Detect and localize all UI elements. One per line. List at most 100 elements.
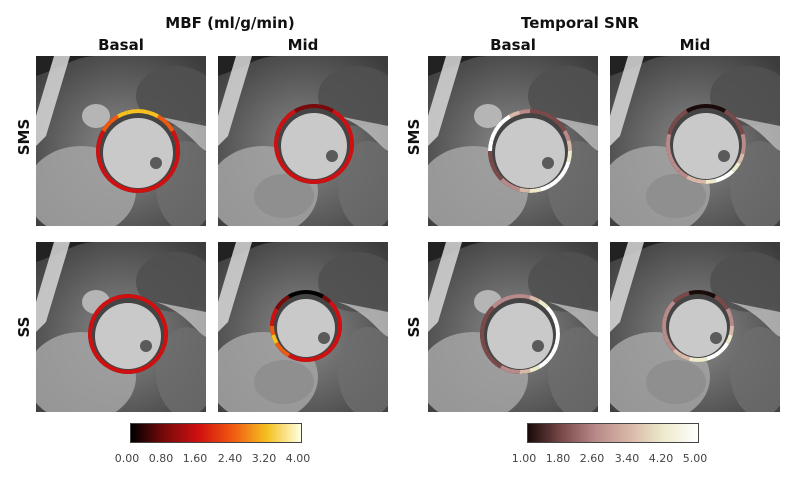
myocardium-segment — [285, 109, 297, 119]
myocardium-segment — [671, 115, 681, 127]
myocardium-segment — [174, 150, 180, 162]
myocardium-segment — [562, 160, 571, 173]
myocardium-segment — [671, 161, 681, 173]
myocardium-segment — [127, 294, 139, 300]
myocardium-segment — [667, 124, 675, 135]
myocardium-segment — [147, 110, 160, 119]
myocardium-segment — [108, 177, 120, 188]
myocardium-segment — [164, 169, 175, 181]
myocardium-segment — [280, 294, 291, 304]
myocardium-segment — [108, 295, 119, 303]
myocardium-segment — [296, 356, 307, 362]
mbf-tick: 1.60 — [182, 452, 208, 465]
myocardium-segment — [280, 348, 291, 358]
myocardium-segment — [116, 183, 129, 192]
myocardium-segment — [663, 307, 671, 318]
myocardium-segment — [137, 109, 149, 115]
myocardium-segment — [488, 150, 494, 162]
myocardium-segment — [97, 129, 106, 142]
myocardium-segment — [99, 359, 111, 369]
myocardium-segment — [89, 314, 97, 325]
myocardium-segment — [101, 121, 112, 133]
myocardium-segment — [159, 314, 167, 325]
tsnr-tick: 5.00 — [682, 452, 708, 465]
myocardium-segment — [493, 121, 504, 133]
myocardium-segment — [500, 114, 512, 125]
myocardium-segment — [274, 143, 280, 155]
myocardium-segment — [720, 300, 730, 311]
myocardium-segment — [720, 341, 730, 352]
myocardium-segment — [331, 169, 343, 179]
myocardium-segment — [548, 177, 560, 188]
myocardium-segment — [554, 323, 560, 335]
myocardium-segment — [731, 115, 741, 127]
myocardium-segment — [488, 140, 494, 152]
myocardium-segment — [697, 290, 708, 296]
myocardium-segment — [539, 183, 552, 192]
myocardium-segment — [323, 175, 334, 183]
myocardium-segment — [485, 351, 495, 363]
mbf-tick: 4.00 — [285, 452, 311, 465]
myocardium-segment — [728, 325, 734, 336]
myocardium-segment — [529, 109, 541, 115]
myocardium-segment — [480, 333, 486, 345]
myocardium-segment — [480, 323, 486, 335]
myocardium-segment — [688, 356, 699, 362]
myocardium-segment — [519, 109, 531, 115]
myocardium-segment — [328, 341, 338, 352]
myocardium-segment — [686, 105, 697, 113]
tsnr-col-mid: Mid — [679, 36, 711, 54]
myocardium-segment — [491, 359, 503, 369]
mri-mbf-ss-basal — [36, 242, 206, 412]
myocardium-segment — [164, 121, 175, 133]
myocardium-segment — [677, 169, 689, 179]
myocardium-segment — [117, 294, 129, 300]
myocardium-segment — [305, 356, 316, 362]
myocardium-segment — [162, 323, 168, 335]
myocardium-segment — [537, 359, 549, 369]
myocardium-segment — [156, 177, 168, 188]
myocardium-segment — [519, 368, 531, 374]
mbf-tick: 3.20 — [251, 452, 277, 465]
myocardium-segment — [695, 104, 707, 110]
myocardium-segment — [519, 187, 531, 193]
tsnr-tick: 1.00 — [511, 452, 537, 465]
myocardium-segment — [323, 105, 334, 113]
myocardium-segment — [500, 295, 511, 303]
myocardium-segment — [481, 343, 489, 354]
myocardium-segment — [97, 160, 106, 173]
myocardium-segment — [279, 161, 289, 173]
myocardium-segment — [677, 109, 689, 119]
myocardium-segment — [88, 323, 94, 335]
myocardium-segment — [348, 133, 354, 145]
mri-tsnr-ss-basal — [428, 242, 598, 412]
myocardium-segment — [96, 140, 102, 152]
myocardium-segment — [303, 178, 315, 184]
myocardium-segment — [489, 129, 498, 142]
myocardium-segment — [725, 307, 733, 318]
myocardium-segment — [296, 290, 307, 296]
myocardium-segment — [509, 294, 521, 300]
myocardium-segment — [493, 169, 504, 181]
myocardium-segment — [274, 341, 284, 352]
myocardium-segment — [153, 351, 163, 363]
myocardium-segment — [270, 325, 276, 336]
myocardium-segment — [333, 334, 341, 345]
myocardium-segment — [551, 343, 559, 354]
mri-mbf-sms-mid — [218, 56, 388, 226]
myocardium-segment — [137, 295, 148, 303]
tsnr-colorbar — [527, 423, 699, 443]
myocardium-segment — [551, 314, 559, 325]
myocardium-segment — [117, 368, 129, 374]
mbf-colorbar — [130, 423, 302, 443]
myocardium-segment — [509, 368, 521, 374]
myocardium-segment — [545, 305, 555, 317]
myocardium-segment — [305, 290, 316, 296]
myocardium-segment — [529, 187, 541, 193]
myocardium-segment — [725, 334, 733, 345]
tsnr-tick: 1.80 — [545, 452, 571, 465]
myocardium-segment — [737, 124, 745, 135]
myocardium-segment — [548, 114, 560, 125]
myocardium-segment — [697, 356, 708, 362]
myocardium-segment — [328, 300, 338, 311]
